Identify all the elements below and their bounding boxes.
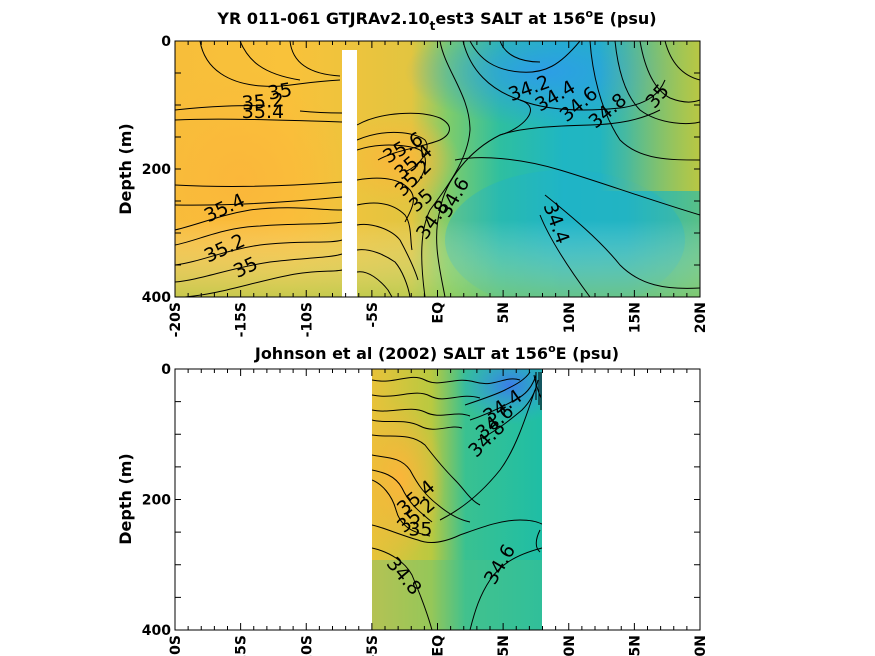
contour-label: 35.4 <box>242 101 284 123</box>
x-tick-label: 20N <box>693 302 709 333</box>
panel-1-x-axis: -20S -15S -10S -5S EQ 5N 10N 15N 20N <box>168 41 709 337</box>
x-tick-label: 5N <box>496 635 512 656</box>
x-tick-label: 20N <box>693 635 709 656</box>
panel-2-field <box>372 369 542 630</box>
x-tick-label: -15S <box>234 302 250 337</box>
y-tick-label: 400 <box>142 290 171 306</box>
x-tick-label: 10N <box>562 635 578 656</box>
panel-1-title: YR 011-061 GTJRAv2.10test3 SALT at 156oE… <box>216 7 656 33</box>
panel-1-field <box>175 41 700 297</box>
x-tick-label: -15S <box>234 635 250 656</box>
panel-2: Johnson et al (2002) SALT at 156oE (psu) <box>116 342 709 656</box>
panel-1-y-label: Depth (m) <box>116 123 135 215</box>
y-tick-label: 200 <box>142 493 171 509</box>
contour-label: 35.2 <box>241 89 285 115</box>
panel-1-contours <box>175 41 700 297</box>
contour-label: 35 <box>266 79 294 105</box>
x-tick-label: EQ <box>431 302 447 324</box>
panel-2-x-axis: -20S -15S -10S -5S EQ 5N 10N 15N 20N <box>168 369 709 656</box>
panel-2-y-label: Depth (m) <box>116 453 135 545</box>
x-tick-label: -10S <box>299 635 315 656</box>
x-tick-label: -5S <box>365 302 381 328</box>
y-tick-label: 0 <box>161 34 171 50</box>
panel-2-contours <box>372 371 542 630</box>
panel-1-missing-band <box>342 50 357 297</box>
panel-1-y-axis: 0 200 400 <box>142 34 700 306</box>
y-tick-label: 200 <box>142 162 171 178</box>
x-tick-label: 15N <box>627 302 643 333</box>
x-tick-label: 5N <box>496 302 512 323</box>
x-tick-label: -20S <box>168 302 184 337</box>
x-tick-label: 15N <box>627 635 643 656</box>
panel-2-y-axis: 0 200 400 <box>142 362 700 639</box>
x-tick-label: -20S <box>168 635 184 656</box>
contour-label: 35 <box>408 519 432 541</box>
panel-2-title: Johnson et al (2002) SALT at 156oE (psu) <box>254 342 619 363</box>
y-tick-label: 0 <box>161 362 171 378</box>
panel-1: YR 011-061 GTJRAv2.10test3 SALT at 156oE… <box>116 7 709 337</box>
x-tick-label: -10S <box>299 302 315 337</box>
x-tick-label: -5S <box>365 635 381 656</box>
x-tick-label: EQ <box>431 635 447 656</box>
x-tick-label: 10N <box>562 302 578 333</box>
y-tick-label: 400 <box>142 623 171 639</box>
